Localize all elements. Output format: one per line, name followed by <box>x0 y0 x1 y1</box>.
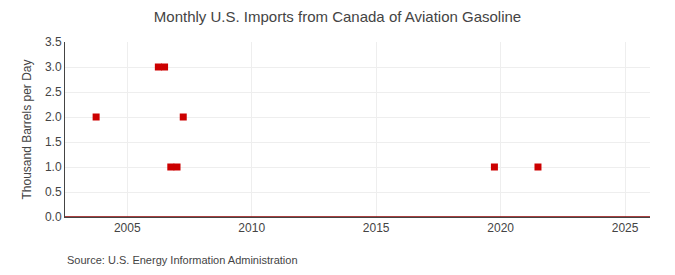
svg-text:2.0: 2.0 <box>45 110 62 124</box>
svg-text:0.5: 0.5 <box>45 185 62 199</box>
svg-text:2010: 2010 <box>238 221 265 235</box>
svg-text:Monthly U.S. Imports from Cana: Monthly U.S. Imports from Canada of Avia… <box>154 8 521 25</box>
svg-text:Source: U.S. Energy Informatio: Source: U.S. Energy Information Administ… <box>67 254 298 266</box>
svg-text:2025: 2025 <box>612 221 639 235</box>
svg-text:1.0: 1.0 <box>45 160 62 174</box>
svg-text:1.5: 1.5 <box>45 135 62 149</box>
svg-text:2020: 2020 <box>487 221 514 235</box>
svg-text:2015: 2015 <box>363 221 390 235</box>
svg-text:3.0: 3.0 <box>45 60 62 74</box>
svg-text:Thousand Barrels per Day: Thousand Barrels per Day <box>20 59 34 199</box>
svg-text:3.5: 3.5 <box>45 35 62 49</box>
svg-text:2.5: 2.5 <box>45 85 62 99</box>
svg-text:0.0: 0.0 <box>45 210 62 224</box>
svg-text:2005: 2005 <box>114 221 141 235</box>
